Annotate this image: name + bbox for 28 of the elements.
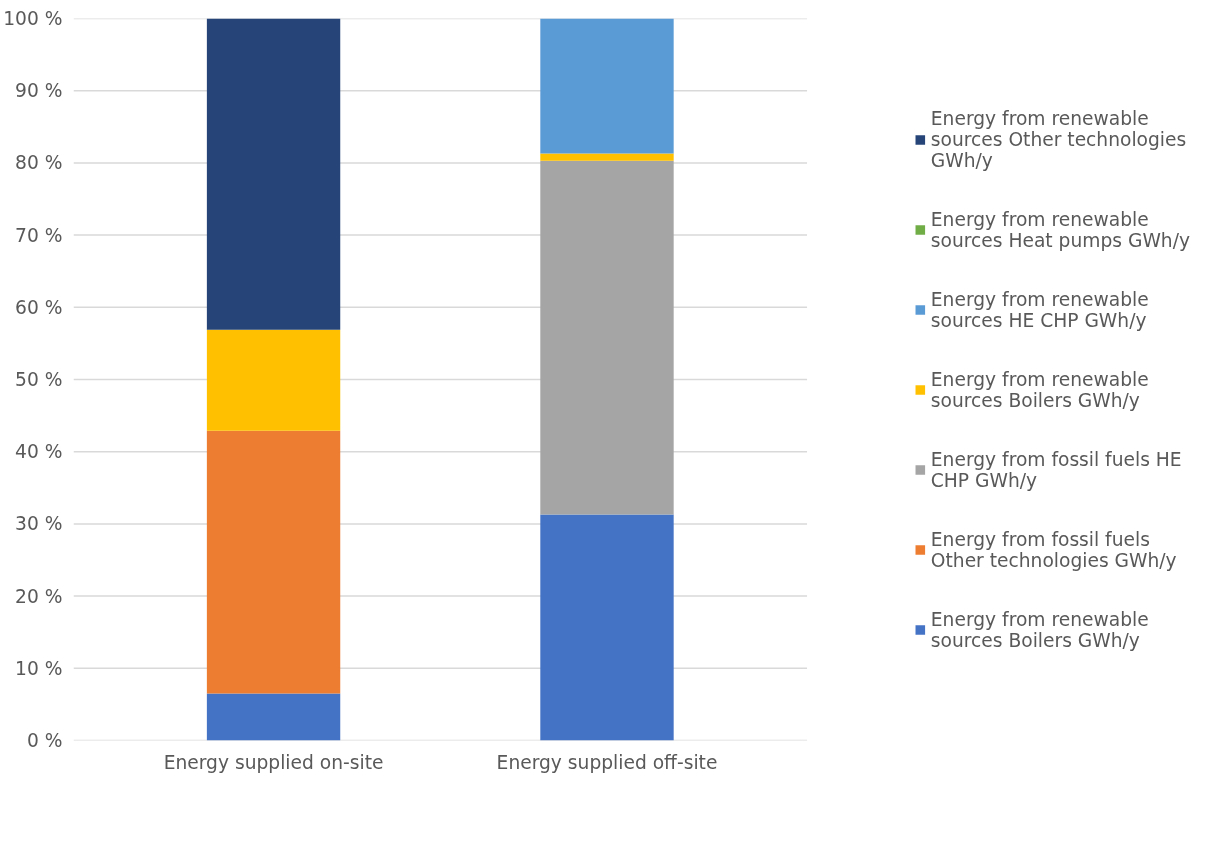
y-tick-label: 100 %: [3, 8, 63, 29]
bar: [540, 514, 674, 741]
y-tick-label: 0 %: [26, 730, 63, 751]
y-tick-label: 30 %: [15, 513, 63, 535]
legend-label: Energy from fossil fuels HE CHP GWh/y: [930, 448, 1182, 491]
y-tick-label: 70 %: [15, 224, 63, 246]
bar: [206, 693, 341, 741]
x-tick-label: Energy supplied off-site: [496, 751, 718, 773]
y-tick-label: 60 %: [15, 296, 63, 318]
legend-label: Energy from renewable sources Boilers GWh/y: [930, 608, 1149, 651]
y-tick-label: 40 %: [15, 441, 63, 463]
y-tick-label: 80 %: [15, 152, 63, 174]
y-tick-label: 50 %: [15, 369, 63, 390]
bar: [206, 430, 341, 694]
legend-label: Energy from renewable sources Other technologies GWh/y: [930, 107, 1187, 171]
legend-label: Energy from renewable sources HE CHP GWh/y: [930, 288, 1149, 331]
y-tick-label: 10 %: [15, 657, 63, 679]
bar: [206, 18, 341, 330]
bar: [540, 160, 674, 515]
legend-label: Energy from renewable sources Boilers GWh/y: [930, 368, 1149, 411]
y-tick-label: 90 %: [15, 80, 63, 102]
legend-label: Energy from fossil fuels Other technologies GWh/y: [930, 528, 1177, 571]
bar: [206, 329, 341, 431]
bar: [540, 18, 674, 154]
legend-label: Energy from renewable sources Heat pumps GWh/y: [930, 208, 1190, 251]
x-tick-label: Energy supplied on-site: [163, 751, 384, 773]
bar: [540, 153, 674, 161]
y-tick-label: 20 %: [15, 585, 63, 607]
